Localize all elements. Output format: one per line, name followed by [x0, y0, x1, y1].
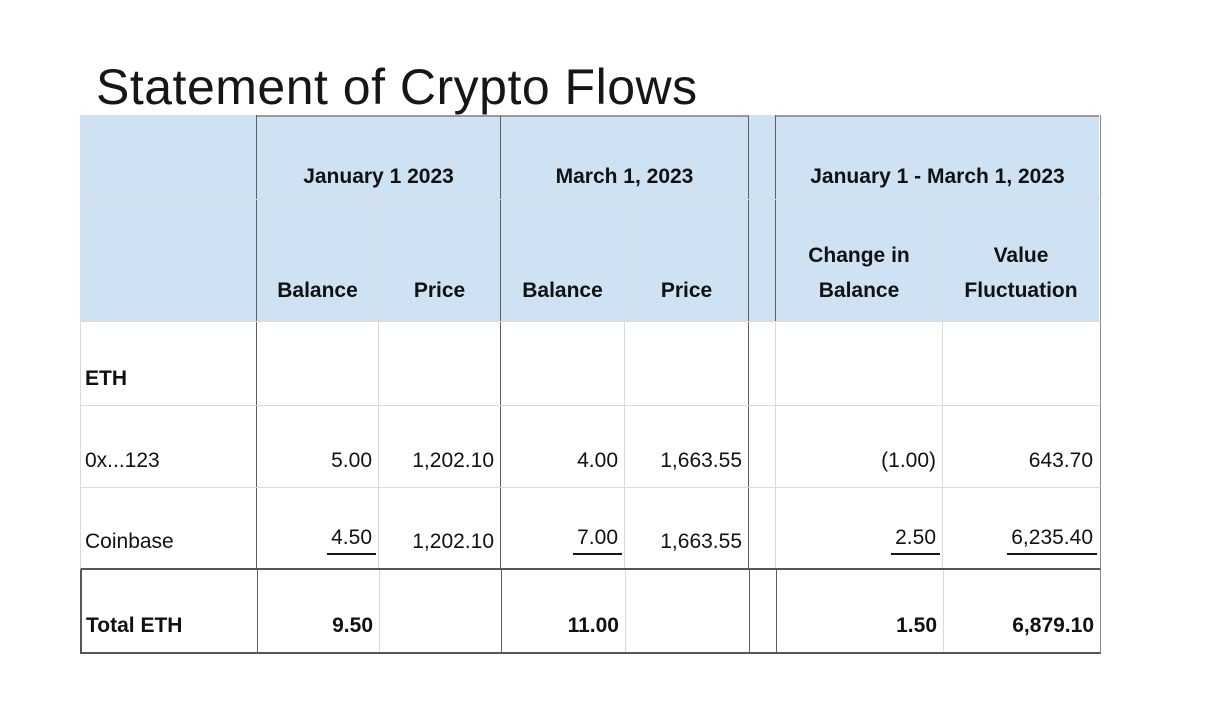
cell-value-fluctuation: 6,235.40	[943, 488, 1099, 568]
spacer-cell	[749, 115, 776, 199]
cell-mar-balance: 11.00	[502, 570, 626, 652]
table-row-total-eth: Total ETH 9.50 11.00 1.50 6,879.10	[80, 570, 1101, 654]
cell-jan-balance: 4.50	[257, 488, 379, 568]
col-header-label: Value Fluctuation	[964, 243, 1078, 303]
col-header-jan-price: Price	[379, 200, 501, 321]
corner-cell	[81, 200, 257, 321]
cell-jan-balance: 9.50	[258, 570, 380, 652]
row-label: ETH	[81, 322, 257, 405]
cell-mar-balance: 7.00	[501, 488, 625, 568]
cell-jan-price	[379, 322, 501, 405]
row-label: 0x...123	[81, 406, 257, 487]
underlined-value: 7.00	[573, 524, 622, 555]
crypto-flows-table: January 1 2023 March 1, 2023 January 1 -…	[80, 115, 1101, 654]
page-title: Statement of Crypto Flows	[96, 58, 698, 115]
cell-jan-balance: 5.00	[257, 406, 379, 487]
cell-jan-price	[380, 570, 502, 652]
cell-change-in-balance: (1.00)	[776, 406, 943, 487]
cell-mar-price: 1,663.55	[625, 406, 749, 487]
spacer-cell	[750, 570, 777, 652]
cell-jan-price: 1,202.10	[379, 406, 501, 487]
corner-cell	[81, 115, 257, 199]
cell-mar-price: 1,663.55	[625, 488, 749, 568]
cell-change-in-balance: 1.50	[777, 570, 944, 652]
col-header-mar-balance: Balance	[501, 200, 625, 321]
group-header-range: January 1 - March 1, 2023	[776, 115, 1099, 199]
cell-jan-balance	[257, 322, 379, 405]
cell-value-fluctuation	[943, 322, 1099, 405]
underlined-value: 4.50	[327, 524, 376, 555]
col-header-value-fluctuation: Value Fluctuation	[943, 200, 1099, 321]
table-row-coinbase: Coinbase 4.50 1,202.10 7.00 1,663.55 2.5…	[80, 488, 1101, 570]
row-label: Coinbase	[81, 488, 257, 568]
group-header-january: January 1 2023	[257, 115, 501, 199]
cell-mar-balance	[501, 322, 625, 405]
cell-jan-price: 1,202.10	[379, 488, 501, 568]
col-header-jan-balance: Balance	[257, 200, 379, 321]
col-header-change-in-balance: Change in Balance	[776, 200, 943, 321]
spacer-cell	[749, 488, 776, 568]
cell-change-in-balance	[776, 322, 943, 405]
underlined-value: 2.50	[891, 524, 940, 555]
spacer-cell	[749, 200, 776, 321]
table-header-row: Balance Price Balance Price Change in Ba…	[80, 200, 1101, 322]
group-header-march: March 1, 2023	[501, 115, 749, 199]
cell-value-fluctuation: 643.70	[1028, 448, 1093, 472]
col-header-label: Change in Balance	[808, 243, 910, 303]
cell-value-fluctuation: 6,879.10	[1012, 613, 1094, 637]
col-header-mar-price: Price	[625, 200, 749, 321]
underlined-value: 6,235.40	[1007, 524, 1097, 555]
spacer-cell	[749, 406, 776, 487]
cell-mar-balance: 4.00	[501, 406, 625, 487]
cell-mar-price	[625, 322, 749, 405]
row-label: Total ETH	[82, 570, 258, 652]
cell-mar-price	[626, 570, 750, 652]
cell-change-in-balance: 2.50	[776, 488, 943, 568]
table-row-0x123: 0x...123 5.00 1,202.10 4.00 1,663.55 (1.…	[80, 406, 1101, 488]
table-row-eth: ETH	[80, 322, 1101, 406]
table-header-group-row: January 1 2023 March 1, 2023 January 1 -…	[80, 115, 1101, 200]
spacer-cell	[749, 322, 776, 405]
